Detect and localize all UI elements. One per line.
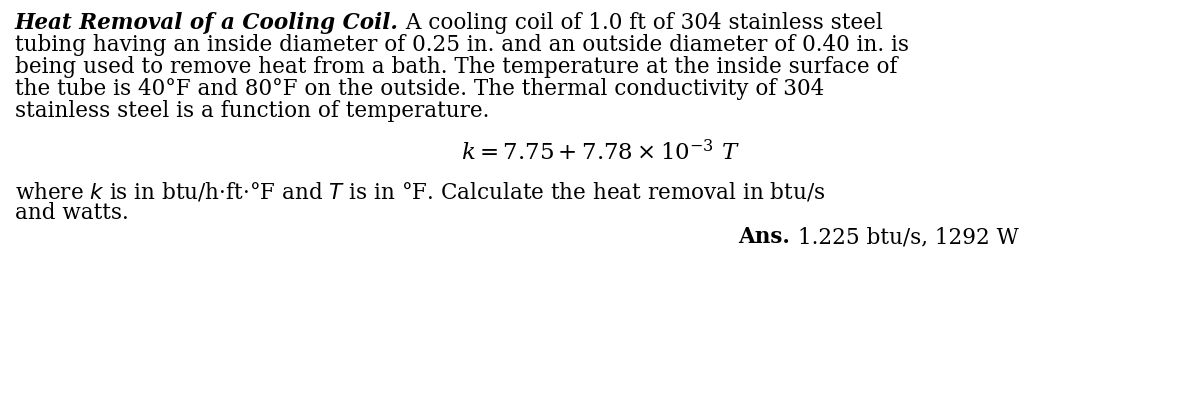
Text: 1.225 btu/s, 1292 W: 1.225 btu/s, 1292 W <box>798 226 1019 247</box>
Text: A cooling coil of 1.0 ft of 304 stainless steel: A cooling coil of 1.0 ft of 304 stainles… <box>398 12 883 34</box>
Text: tubing having an inside diameter of 0.25 in. and an outside diameter of 0.40 in.: tubing having an inside diameter of 0.25… <box>14 34 910 56</box>
Text: where $k$ is in btu/h·ft·°F and $T$ is in °F. Calculate the heat removal in btu/: where $k$ is in btu/h·ft·°F and $T$ is i… <box>14 179 826 202</box>
Text: stainless steel is a function of temperature.: stainless steel is a function of tempera… <box>14 100 490 122</box>
Text: and watts.: and watts. <box>14 202 128 224</box>
Text: $k = 7.75 + 7.78 \times 10^{-3}\ T$: $k = 7.75 + 7.78 \times 10^{-3}\ T$ <box>461 140 739 165</box>
Text: being used to remove heat from a bath. The temperature at the inside surface of: being used to remove heat from a bath. T… <box>14 56 898 78</box>
Text: the tube is 40°F and 80°F on the outside. The thermal conductivity of 304: the tube is 40°F and 80°F on the outside… <box>14 78 824 100</box>
Text: Heat Removal of a Cooling Coil.: Heat Removal of a Cooling Coil. <box>14 12 398 34</box>
Text: Ans.: Ans. <box>738 226 790 247</box>
